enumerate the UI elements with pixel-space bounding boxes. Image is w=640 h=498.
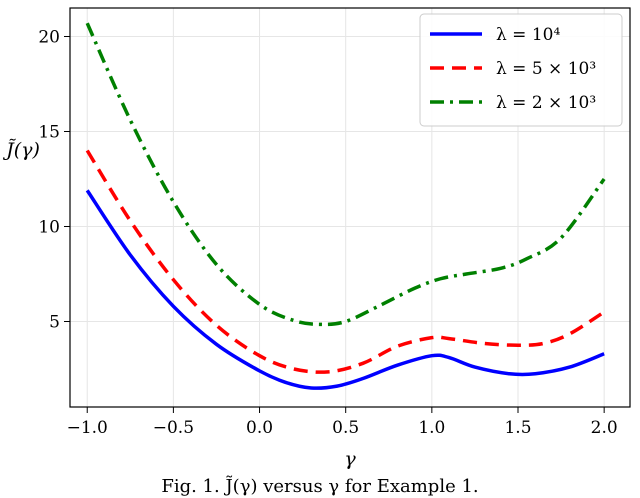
x-axis-label: γ: [344, 448, 356, 470]
x-tick-label: −0.5: [153, 418, 194, 438]
x-tick-label: 1.0: [418, 418, 445, 438]
legend-box: [419, 13, 623, 127]
y-axis-label: J̃(γ): [2, 139, 40, 161]
x-tick-label: 0.5: [332, 418, 359, 438]
x-tick-label: −1.0: [67, 418, 108, 438]
y-tick-label: 5: [49, 313, 60, 333]
legend: λ = 10⁴ λ = 5 × 10³ λ = 2 × 10³: [419, 13, 623, 127]
x-tick-label: 0.0: [246, 418, 273, 438]
x-tick-label: 1.5: [504, 418, 531, 438]
ticks: −1.0 −0.5 0.0 0.5 1.0 1.5 2.0 5 10 15 20: [38, 28, 617, 439]
series-line-2: [85, 149, 606, 374]
y-tick-label: 20: [38, 28, 60, 48]
figure-caption: Fig. 1. J̃(γ) versus γ for Example 1.: [161, 475, 478, 497]
plot-frame: [69, 7, 631, 408]
series-line-1: [85, 189, 605, 390]
legend-label-3: λ = 2 × 10³: [496, 93, 596, 113]
legend-label-1: λ = 10⁴: [496, 25, 560, 45]
x-tick-label: 2.0: [591, 418, 618, 438]
legend-label-2: λ = 5 × 10³: [496, 59, 596, 79]
y-tick-label: 15: [38, 123, 60, 143]
y-tick-label: 10: [38, 218, 60, 238]
series-line-3: [85, 22, 606, 327]
series-layer: [85, 22, 606, 390]
